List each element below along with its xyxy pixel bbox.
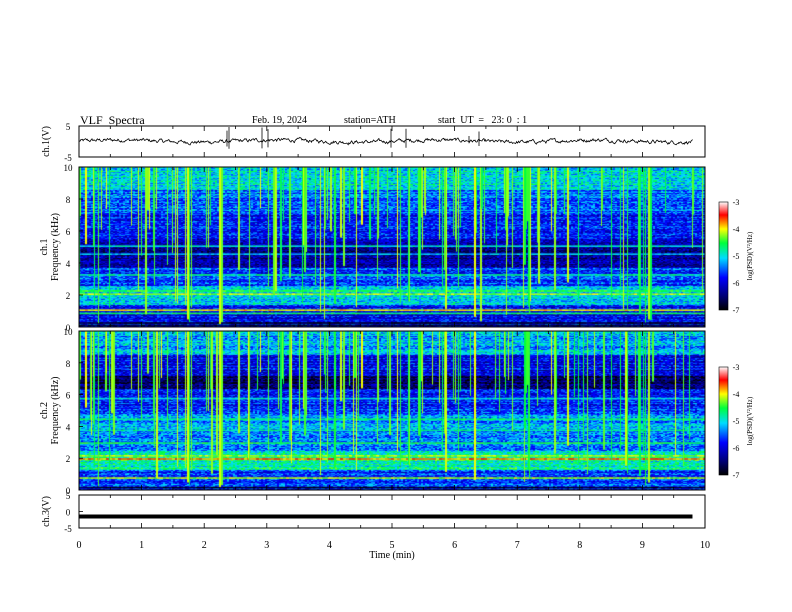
ch1-waveform-ylabel: ch.1(V) [41,126,52,157]
time-tick-label: 0 [77,540,82,551]
ch1-colorbar-label: log(PSD)(V²/Hz) [746,231,754,280]
ch2-colorbar-tick-label: -7 [733,471,740,480]
time-tick-label: 3 [264,540,269,551]
ch3-ytick-label: 5 [66,491,71,501]
ch3-waveform-ylabel-line: ch.3(V) [41,496,52,527]
ch2-freq-tick-label: 8 [66,359,71,369]
ch1-freq-ylabel-line: Frequency (kHz) [50,213,61,281]
ch2-freq-tick-label: 0 [66,486,71,496]
ch2-colorbar-tick-label: -6 [733,444,740,453]
ch2-spectrogram-image [79,331,705,490]
ch2-freq-tick-label: 2 [66,454,71,464]
time-tick-label: 10 [700,540,710,551]
ch2-colorbar-tick-label: -3 [733,363,740,372]
ch2-colorbar-tick-label: -4 [733,390,740,399]
chart-title: VLF Spectra [80,113,145,127]
ch1-freq-tick-label: 2 [66,291,71,301]
ch2-colorbar-tick-label: -5 [733,417,740,426]
time-axis-label: Time (min) [369,550,414,561]
ch1-colorbar-tick-label: -7 [733,306,740,315]
ch1-colorbar-tick-label: -6 [733,279,740,288]
ch1-freq-ylabel: ch.1 Frequency (kHz) [39,213,61,281]
date-label: Feb. 19, 2024 [252,115,307,126]
ch1-freq-ylabel-line: ch.1 [39,239,50,256]
ch1-freq-tick-label: 8 [66,195,71,205]
time-tick-label: 8 [577,540,582,551]
time-tick-label: 6 [452,540,457,551]
ch2-freq-ylabel-line: Frequency (kHz) [50,376,61,444]
ch2-freq-tick-label: 6 [66,391,71,401]
ch1-waveform-trace [78,136,693,146]
ch1-freq-tick-label: 0 [66,323,71,333]
ch1-freq-tick-label: 6 [66,227,71,237]
ch2-freq-tick-label: 4 [66,422,71,432]
time-tick-label: 2 [202,540,207,551]
time-tick-label: 1 [139,540,144,551]
ch3-ytick-label: 0 [66,508,71,518]
ch1-freq-tick-label: 10 [64,163,74,173]
ch1-colorbar [718,201,729,311]
ch2-freq-ylabel: ch.2 Frequency (kHz) [39,376,61,444]
time-tick-label: 9 [640,540,645,551]
ch2-colorbar [718,366,729,476]
ch1-colorbar-tick-label: -5 [733,252,740,261]
ch1-freq-tick-label: 4 [66,259,71,269]
ch1-ytick-label: -5 [64,153,72,163]
ch1-waveform-ylabel-line: ch.1(V) [41,126,52,157]
time-tick-label: 4 [327,540,332,551]
ch2-colorbar-label-group: log(PSD)(V²/Hz) [746,396,754,445]
ch1-colorbar-tick-label: -4 [733,225,740,234]
ch2-colorbar-label: log(PSD)(V²/Hz) [746,396,754,445]
start-time-label: start UT = 23: 0 : 1 [438,115,528,126]
ch3-ytick-label: -5 [64,524,72,534]
ch1-colorbar-label-group: log(PSD)(V²/Hz) [746,231,754,280]
ch2-freq-ylabel-line: ch.2 [39,402,50,419]
ch3-waveform-ylabel: ch.3(V) [41,496,52,527]
ch2-freq-tick-label: 10 [64,327,74,337]
time-tick-label: 7 [515,540,520,551]
ch1-ytick-label: 5 [66,122,71,132]
ch1-spectrogram-image [79,167,705,327]
station-label: station=ATH [344,115,396,126]
time-tick-label: 5 [390,540,395,551]
ch1-colorbar-tick-label: -3 [733,198,740,207]
